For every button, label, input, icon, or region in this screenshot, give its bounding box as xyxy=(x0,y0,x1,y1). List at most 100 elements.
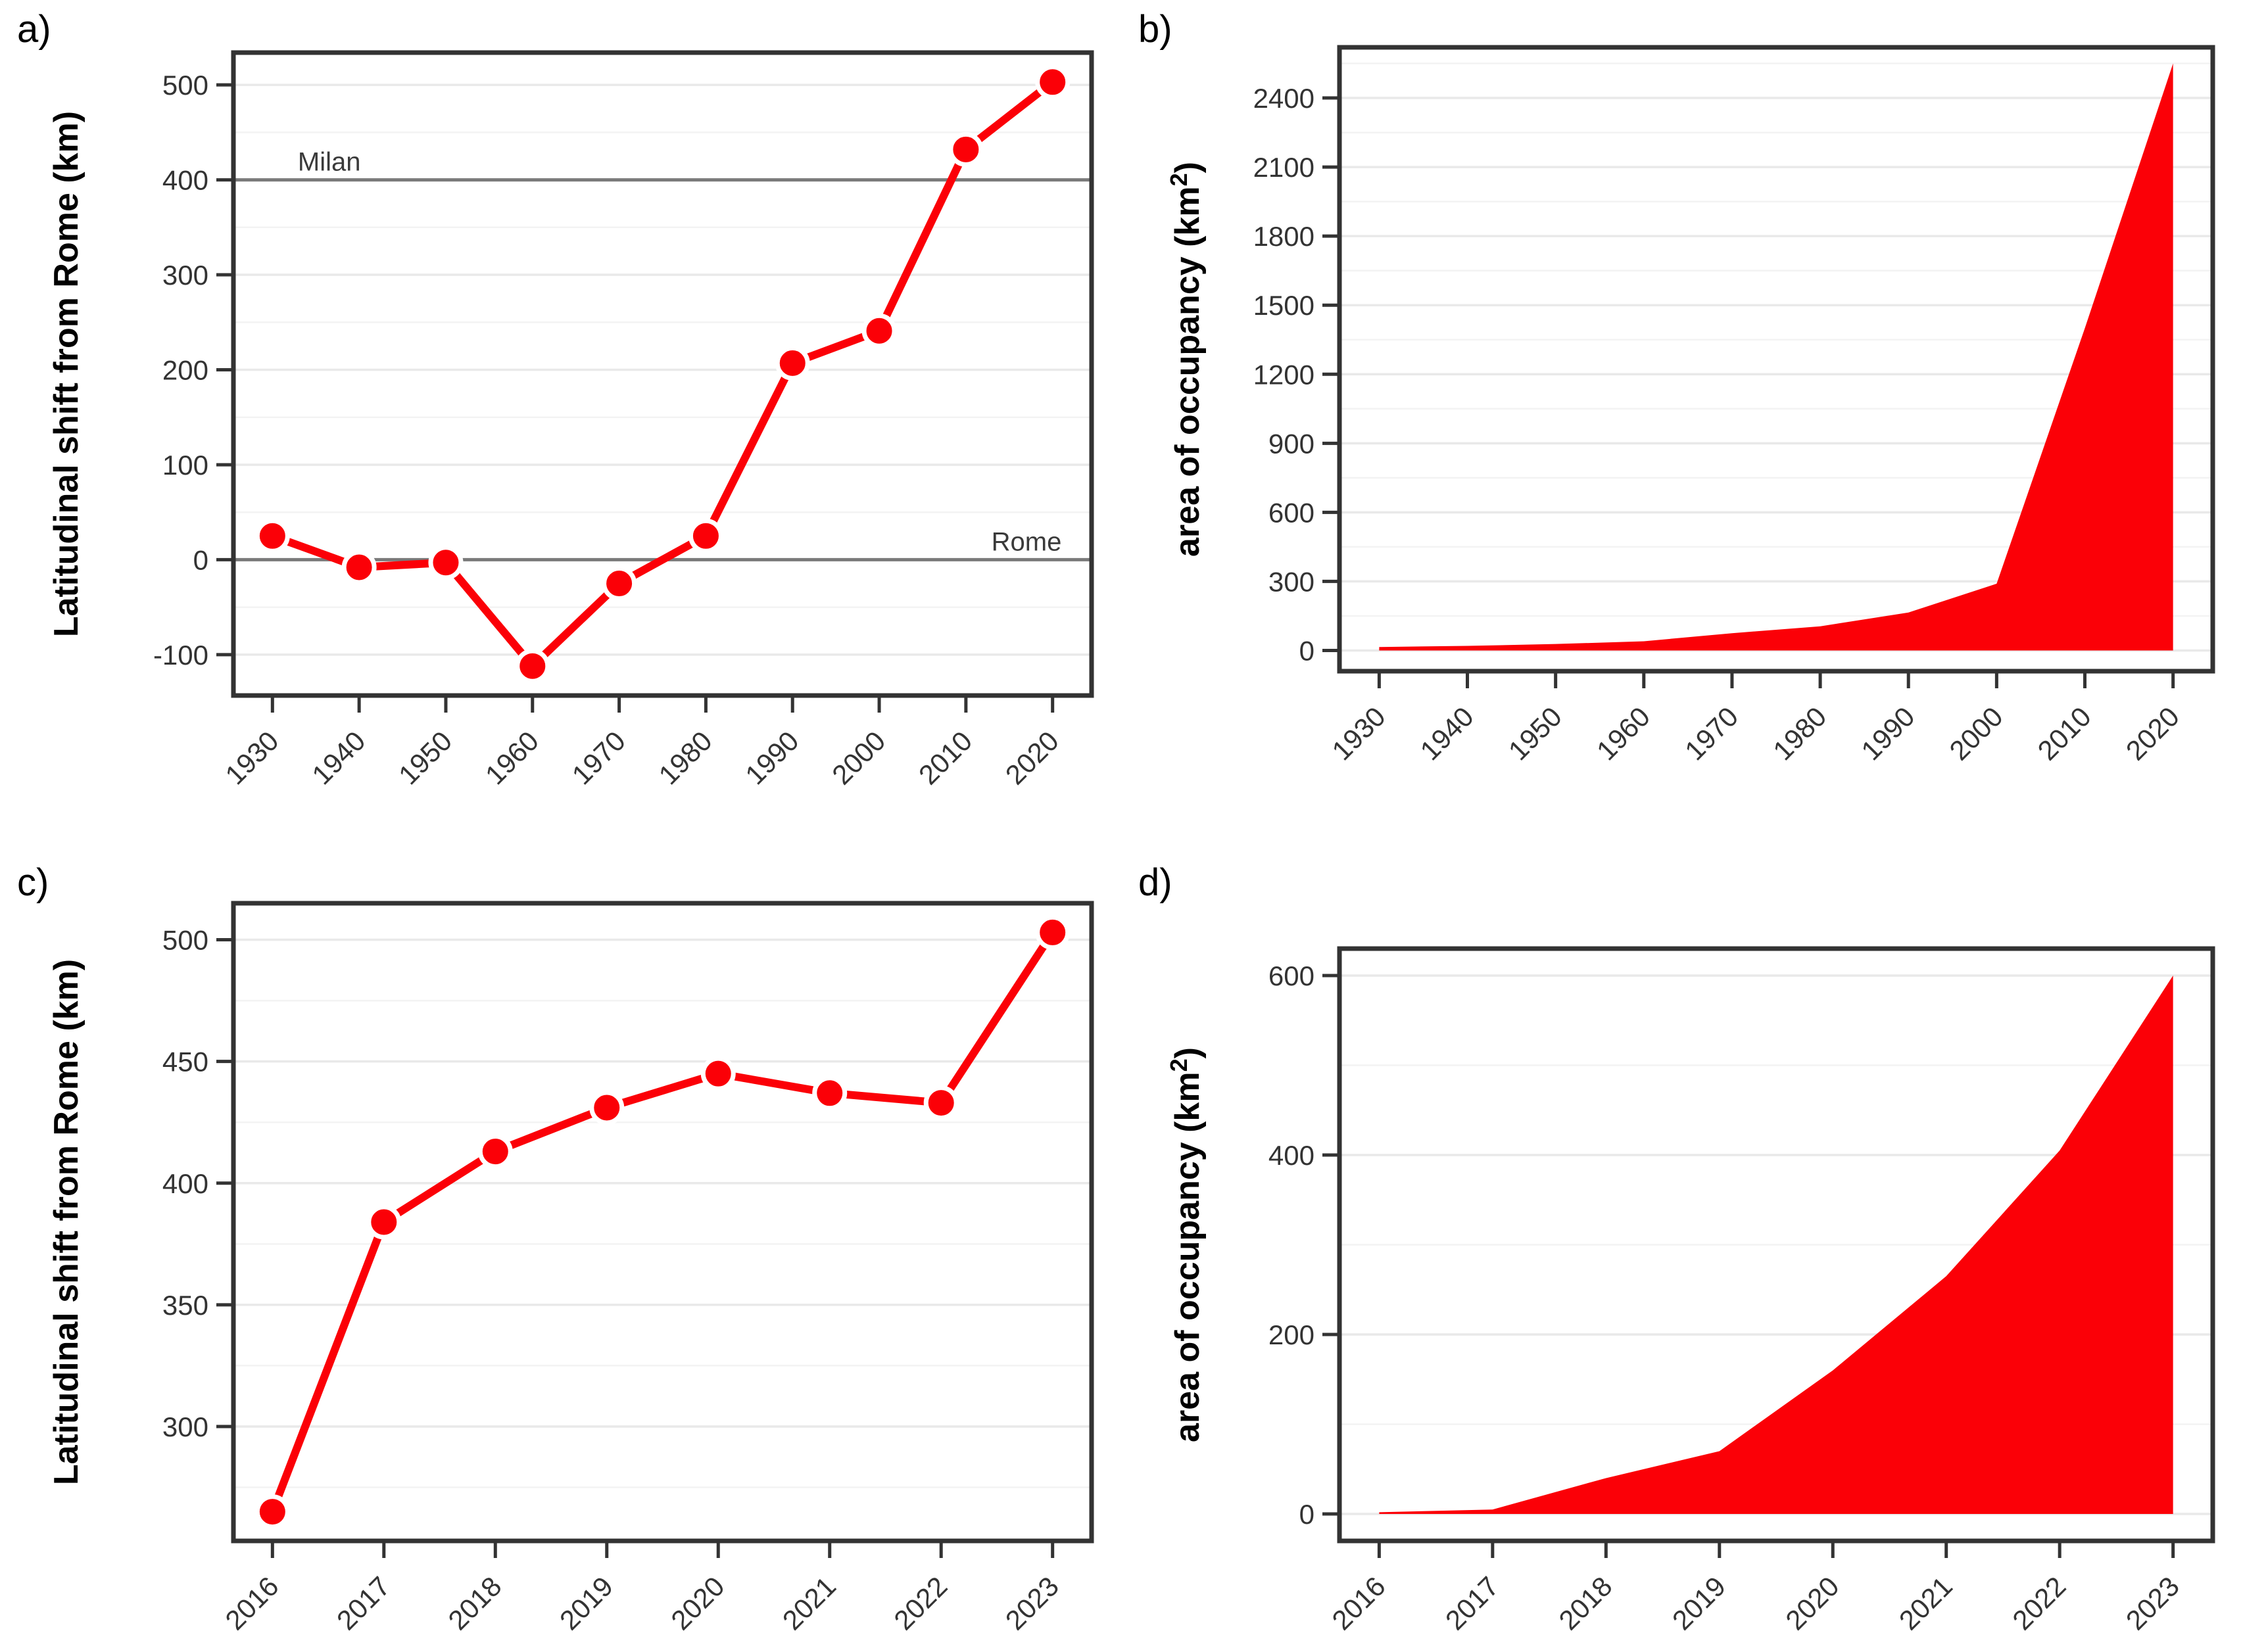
x-tick-label: 2023 xyxy=(2120,1570,2185,1636)
reference-label: Milan xyxy=(298,148,361,177)
y-tick-label: 1200 xyxy=(1253,359,1314,390)
data-point xyxy=(428,545,464,580)
x-tick-label: 2021 xyxy=(1893,1570,1958,1636)
x-tick-label: 2018 xyxy=(442,1570,507,1636)
data-point xyxy=(254,1494,290,1530)
panel-a: a) Milan Rome 1930 1940 1950 1960 1970 1980 1990… xyxy=(0,0,1121,826)
area-series xyxy=(1379,63,2173,651)
y-tick-label: 600 xyxy=(1268,960,1314,991)
chart-c-line: 2016 2017 2018 2019 2020 2021 2022 2023 300 350 40… xyxy=(47,901,1094,1636)
y-tick-label: 0 xyxy=(1299,635,1314,666)
line-series xyxy=(268,930,1056,1513)
x-tick-label: 2010 xyxy=(913,725,978,790)
data-point xyxy=(254,518,290,554)
panel-d-label: d) xyxy=(1138,861,1172,904)
plot-border xyxy=(231,50,1094,698)
data-point xyxy=(1035,914,1071,950)
area-series xyxy=(1379,975,2173,1515)
x-tick-label: 2016 xyxy=(219,1570,284,1636)
x-tick-label: 1970 xyxy=(1679,701,1744,766)
x-tick-label: 2016 xyxy=(1326,1570,1391,1636)
panel-c: c) 2016 2017 2018 2019 2020 2021 2022 2023 300 35… xyxy=(0,826,1121,1652)
y-tick-label: 2100 xyxy=(1253,152,1314,183)
data-point xyxy=(515,648,550,684)
y-tick-label: 350 xyxy=(162,1290,208,1321)
panel-b-label: b) xyxy=(1138,8,1172,51)
x-tick-label: 1930 xyxy=(219,725,284,790)
x-tick-label: 1980 xyxy=(1767,701,1832,766)
y-tick-label: 900 xyxy=(1268,428,1314,459)
plot-border xyxy=(1337,946,2215,1544)
x-tick-label: 2020 xyxy=(1779,1570,1845,1636)
panel-c-label: c) xyxy=(17,861,49,904)
x-tick-label: 2017 xyxy=(331,1570,396,1636)
x-tick-label: 1980 xyxy=(652,725,717,790)
data-point xyxy=(1035,64,1071,100)
panel-a-label: a) xyxy=(17,8,51,51)
y-tick-label: 400 xyxy=(162,1168,208,1199)
x-tick-label: 2023 xyxy=(1000,1570,1065,1636)
data-point xyxy=(948,131,984,167)
x-tick-label: 2020 xyxy=(665,1570,730,1636)
y-tick-label: 200 xyxy=(162,354,208,385)
y-axis-title: area of occupancy (km2) xyxy=(1165,162,1207,557)
x-tick-label: 2017 xyxy=(1439,1570,1505,1636)
x-tick-label: 2019 xyxy=(1666,1570,1731,1636)
y-tick-label: 400 xyxy=(162,165,208,196)
data-point xyxy=(602,566,637,602)
data-point xyxy=(589,1090,625,1125)
x-tick-label: 2022 xyxy=(2006,1570,2071,1636)
chart-a-line: Milan Rome 1930 1940 1950 1960 1970 1980 1990 200… xyxy=(47,50,1094,790)
y-tick-label: 100 xyxy=(162,450,208,481)
y-tick-label: 500 xyxy=(162,70,208,101)
plot-border xyxy=(231,901,1094,1544)
y-tick-label: -100 xyxy=(153,640,208,671)
y-axis-title: Latitudinal shift from Rome (km) xyxy=(47,111,85,637)
data-point xyxy=(341,550,377,585)
x-tick-label: 1940 xyxy=(1414,701,1480,766)
y-tick-label: 600 xyxy=(1268,497,1314,528)
panel-b: b) 1930 1940 1950 1960 1970 1980 1990 2000 2010 2… xyxy=(1121,0,2243,826)
data-point xyxy=(700,1056,736,1091)
plot-background xyxy=(233,903,1092,1541)
y-tick-label: 450 xyxy=(162,1047,208,1077)
y-tick-label: 1800 xyxy=(1253,221,1314,252)
y-tick-label: 0 xyxy=(193,544,208,575)
y-axis-title: Latitudinal shift from Rome (km) xyxy=(47,959,85,1485)
x-tick-label: 1990 xyxy=(1855,701,1920,766)
x-tick-label: 2018 xyxy=(1553,1570,1618,1636)
x-tick-label: 1960 xyxy=(479,725,544,790)
x-tick-label: 1960 xyxy=(1591,701,1656,766)
line-series xyxy=(271,79,1055,671)
y-tick-label: 300 xyxy=(162,1411,208,1442)
x-tick-label: 2010 xyxy=(2032,701,2097,766)
panel-d: d) 2016 2017 2018 2019 2020 2021 2022 2023 0 200 4… xyxy=(1121,826,2243,1652)
y-tick-label: 400 xyxy=(1268,1140,1314,1171)
data-point xyxy=(366,1204,402,1240)
y-axis-title: area of occupancy (km2) xyxy=(1165,1047,1207,1442)
chart-b-area: 1930 1940 1950 1960 1970 1980 1990 2000 2010 2020… xyxy=(1165,45,2215,766)
plot-border xyxy=(1337,45,2215,674)
x-tick-label: 2000 xyxy=(1943,701,2008,766)
data-point xyxy=(775,345,810,381)
x-tick-label: 2022 xyxy=(888,1570,953,1636)
x-tick-label: 1950 xyxy=(1503,701,1568,766)
chart-d-area: 2016 2017 2018 2019 2020 2021 2022 2023 0 200 400 6… xyxy=(1165,946,2215,1636)
y-tick-label: 0 xyxy=(1299,1499,1314,1530)
x-tick-label: 2020 xyxy=(1000,725,1065,790)
x-tick-label: 2000 xyxy=(826,725,891,790)
y-tick-label: 1500 xyxy=(1253,290,1314,321)
y-tick-label: 300 xyxy=(1268,566,1314,597)
x-tick-label: 2019 xyxy=(554,1570,619,1636)
data-point xyxy=(812,1075,848,1111)
x-tick-label: 1950 xyxy=(393,725,458,790)
data-point xyxy=(923,1085,959,1121)
x-tick-label: 1930 xyxy=(1326,701,1391,766)
plot-background xyxy=(233,53,1092,696)
y-tick-label: 2400 xyxy=(1253,83,1314,114)
data-point xyxy=(477,1134,513,1169)
y-tick-label: 200 xyxy=(1268,1319,1314,1350)
x-tick-label: 2020 xyxy=(2120,701,2185,766)
x-tick-label: 1990 xyxy=(739,725,804,790)
